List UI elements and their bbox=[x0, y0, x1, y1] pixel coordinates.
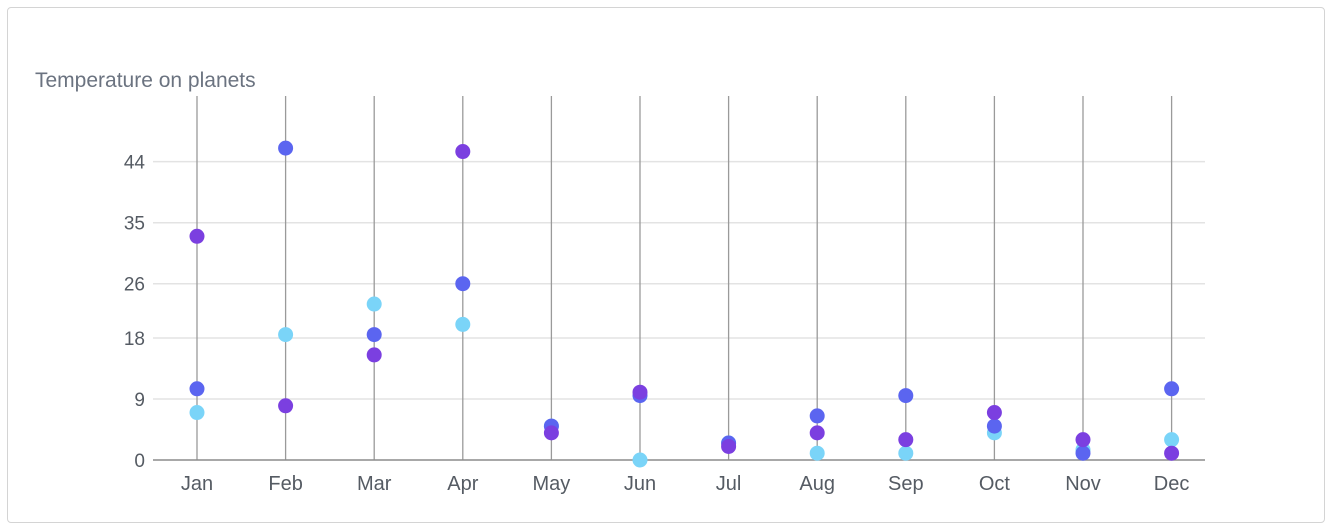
data-point bbox=[809, 425, 825, 441]
data-point bbox=[366, 296, 382, 312]
chart-card: Temperature on planets bbox=[7, 7, 1325, 523]
y-tick-label: 35 bbox=[124, 214, 145, 235]
x-tick-label: Feb bbox=[268, 473, 302, 495]
data-point bbox=[1164, 445, 1180, 461]
data-point bbox=[1075, 432, 1091, 448]
data-point bbox=[455, 316, 471, 332]
data-point bbox=[898, 445, 914, 461]
data-point bbox=[189, 405, 205, 421]
y-tick-label: 9 bbox=[134, 390, 145, 411]
data-point bbox=[189, 381, 205, 397]
data-point bbox=[632, 452, 648, 468]
x-tick-label: Jan bbox=[181, 473, 213, 495]
x-tick-label: Dec bbox=[1154, 473, 1190, 495]
x-tick-label: May bbox=[533, 473, 571, 495]
data-point bbox=[898, 388, 914, 404]
data-point bbox=[366, 347, 382, 363]
x-tick-label: Jul bbox=[716, 473, 742, 495]
chart-title: Temperature on planets bbox=[35, 69, 256, 92]
x-tick-label: Apr bbox=[447, 473, 478, 495]
y-tick-label: 0 bbox=[134, 451, 145, 472]
data-point bbox=[543, 425, 559, 441]
data-point bbox=[809, 408, 825, 424]
data-point bbox=[278, 140, 294, 156]
data-point bbox=[278, 398, 294, 414]
data-point bbox=[986, 418, 1002, 434]
x-tick-label: Mar bbox=[357, 473, 392, 495]
y-tick-label: 18 bbox=[124, 329, 145, 350]
data-point bbox=[189, 228, 205, 244]
data-point bbox=[721, 438, 737, 454]
data-point bbox=[1075, 445, 1091, 461]
data-point bbox=[1164, 432, 1180, 448]
data-point bbox=[1164, 381, 1180, 397]
data-point bbox=[986, 405, 1002, 421]
x-tick-label: Oct bbox=[979, 473, 1011, 495]
data-point bbox=[366, 327, 382, 343]
x-tick-label: Nov bbox=[1065, 473, 1101, 495]
data-point bbox=[455, 276, 471, 292]
data-point bbox=[455, 144, 471, 160]
data-point bbox=[632, 384, 648, 400]
data-point bbox=[898, 432, 914, 448]
x-tick-label: Aug bbox=[799, 473, 835, 495]
y-tick-label: 26 bbox=[124, 275, 145, 296]
data-point bbox=[809, 445, 825, 461]
x-tick-label: Jun bbox=[624, 473, 656, 495]
x-tick-label: Sep bbox=[888, 473, 924, 495]
y-tick-label: 44 bbox=[124, 153, 146, 174]
data-point bbox=[278, 327, 294, 343]
